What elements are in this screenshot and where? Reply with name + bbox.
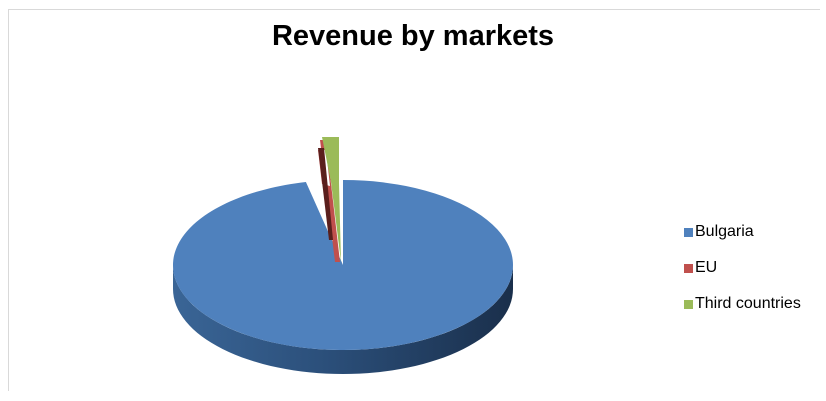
legend-label-third-countries: Third countries	[695, 295, 801, 312]
legend-label-eu: EU	[695, 259, 718, 276]
pie-sliver-third-countries	[322, 137, 341, 262]
legend-swatch-bulgaria	[684, 227, 693, 237]
chart-legend: Bulgaria EU Third countries	[684, 214, 801, 322]
chart-title: Revenue by markets	[271, 20, 555, 52]
legend-swatch-third-countries	[684, 299, 693, 309]
legend-swatch-eu	[684, 263, 693, 273]
pie-slice-bulgaria	[172, 180, 513, 350]
chart-frame	[8, 9, 820, 391]
pie-side-bulgaria	[173, 265, 513, 374]
legend-label-bulgaria: Bulgaria	[695, 223, 754, 240]
legend-item-eu: EU	[684, 250, 801, 286]
legend-item-bulgaria: Bulgaria	[684, 214, 801, 250]
legend-item-third-countries: Third countries	[684, 286, 801, 322]
pie-sliver-edge-eu	[318, 148, 333, 240]
